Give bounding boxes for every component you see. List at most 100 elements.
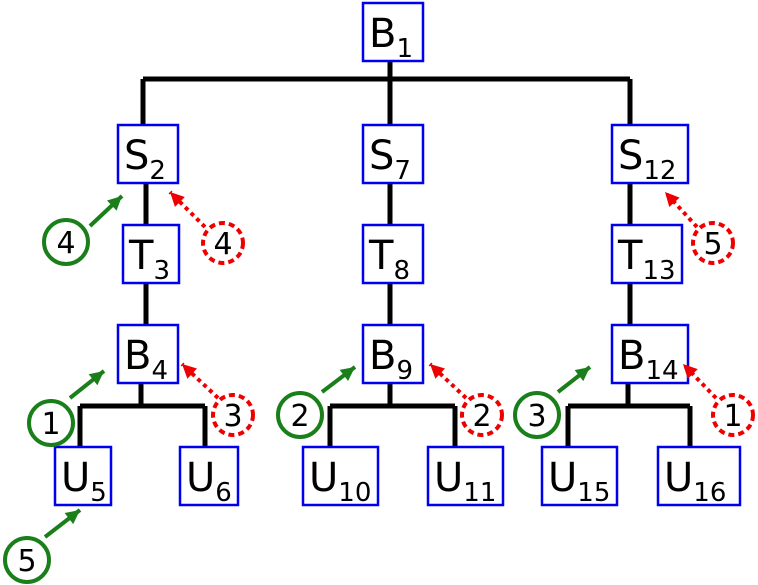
node-label: T13 bbox=[617, 233, 676, 286]
red-marker-label: 5 bbox=[703, 227, 722, 262]
node-letter: T bbox=[617, 233, 643, 279]
green-marker-2: 2 bbox=[276, 365, 357, 439]
node-subscript: 2 bbox=[149, 156, 166, 186]
node-box bbox=[121, 223, 181, 285]
red-arrowhead-icon bbox=[665, 192, 680, 208]
node-u10: U10 bbox=[301, 445, 380, 508]
node-letter: B bbox=[369, 333, 396, 379]
red-marker-label: 1 bbox=[723, 399, 742, 434]
node-subscript: 3 bbox=[153, 256, 170, 286]
node-letter: S bbox=[369, 133, 394, 179]
node-t8: T8 bbox=[361, 223, 425, 286]
node-label: B4 bbox=[124, 333, 168, 386]
green-circle bbox=[3, 536, 51, 584]
red-dashed-circle bbox=[460, 393, 504, 437]
node-box bbox=[426, 445, 505, 507]
node-subscript: 16 bbox=[693, 478, 726, 508]
node-letter: T bbox=[128, 233, 154, 279]
red-marker-label: 3 bbox=[223, 399, 242, 434]
node-letter: B bbox=[618, 333, 645, 379]
green-marker-4: 4 bbox=[42, 194, 124, 266]
red-dashed-circle bbox=[211, 393, 255, 437]
node-letter: U bbox=[548, 455, 577, 501]
node-u6: U6 bbox=[178, 445, 240, 508]
green-arrowhead-icon bbox=[88, 371, 104, 386]
node-label: S2 bbox=[124, 133, 166, 186]
red-marker-5: 5 bbox=[663, 190, 735, 265]
node-b14: B14 bbox=[610, 323, 690, 386]
node-subscript: 9 bbox=[396, 356, 413, 386]
green-marker-label: 2 bbox=[290, 399, 309, 434]
node-box bbox=[361, 223, 425, 285]
node-t13: T13 bbox=[610, 223, 684, 286]
node-label: B1 bbox=[369, 11, 413, 64]
node-letter: U bbox=[434, 455, 463, 501]
node-u15: U15 bbox=[540, 445, 619, 508]
node-subscript: 12 bbox=[643, 156, 676, 186]
node-box bbox=[178, 445, 240, 507]
node-label: U5 bbox=[61, 455, 107, 508]
node-label: T3 bbox=[128, 233, 170, 286]
green-circle bbox=[276, 391, 324, 439]
red-dashed-circle bbox=[711, 393, 755, 437]
node-box bbox=[610, 223, 684, 285]
node-letter: U bbox=[664, 455, 693, 501]
node-subscript: 13 bbox=[642, 256, 675, 286]
node-u5: U5 bbox=[53, 445, 113, 508]
node-letter: U bbox=[186, 455, 215, 501]
node-subscript: 5 bbox=[90, 478, 107, 508]
node-u11: U11 bbox=[426, 445, 505, 508]
green-arrowhead-icon bbox=[106, 196, 122, 211]
node-letter: B bbox=[124, 333, 151, 379]
node-box bbox=[540, 445, 619, 507]
node-u16: U16 bbox=[656, 445, 742, 508]
green-marker-label: 1 bbox=[41, 407, 60, 442]
red-marker-label: 4 bbox=[213, 227, 232, 262]
green-circle bbox=[513, 391, 561, 439]
node-letter: B bbox=[369, 11, 396, 57]
node-b1: B1 bbox=[361, 1, 425, 64]
node-box bbox=[610, 123, 690, 185]
node-box bbox=[53, 445, 113, 507]
node-box bbox=[361, 123, 425, 185]
node-box bbox=[116, 323, 180, 385]
node-subscript: 6 bbox=[215, 478, 232, 508]
node-label: U6 bbox=[186, 455, 232, 508]
red-marker-2: 2 bbox=[428, 362, 504, 437]
red-marker-label: 2 bbox=[472, 399, 491, 434]
green-marker-5: 5 bbox=[3, 508, 82, 584]
node-box bbox=[361, 323, 425, 385]
green-circle bbox=[42, 218, 90, 266]
green-marker-label: 5 bbox=[17, 544, 36, 579]
green-arrowhead-icon bbox=[339, 367, 355, 382]
node-box bbox=[361, 1, 425, 63]
node-t3: T3 bbox=[121, 223, 181, 286]
red-marker-3: 3 bbox=[180, 362, 255, 437]
red-arrowhead-icon bbox=[170, 192, 185, 207]
red-dashed-circle bbox=[201, 221, 245, 265]
red-arrowhead-icon bbox=[683, 364, 698, 379]
node-label: U16 bbox=[664, 455, 726, 508]
green-arrowhead-icon bbox=[574, 367, 590, 382]
node-s12: S12 bbox=[610, 123, 690, 186]
red-marker-1: 1 bbox=[681, 362, 755, 437]
node-subscript: 10 bbox=[338, 478, 371, 508]
node-s7: S7 bbox=[361, 123, 425, 186]
green-marker-3: 3 bbox=[513, 365, 592, 439]
node-subscript: 8 bbox=[393, 256, 410, 286]
node-letter: T bbox=[368, 233, 394, 279]
node-label: U15 bbox=[548, 455, 610, 508]
node-box bbox=[656, 445, 742, 507]
green-arrowhead-icon bbox=[64, 510, 80, 525]
node-box bbox=[116, 123, 180, 185]
node-subscript: 15 bbox=[577, 478, 610, 508]
node-b9: B9 bbox=[361, 323, 425, 386]
red-marker-4: 4 bbox=[168, 190, 245, 265]
node-subscript: 11 bbox=[463, 478, 496, 508]
node-letter: U bbox=[309, 455, 338, 501]
red-arrowhead-icon bbox=[182, 364, 197, 379]
